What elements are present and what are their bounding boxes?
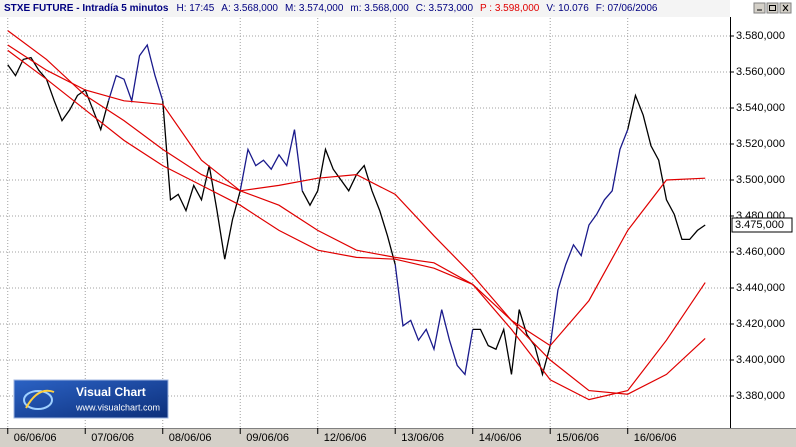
minimize-button[interactable] [753, 2, 766, 14]
price-line [7, 30, 706, 401]
x-tick-label: 16/06/06 [634, 432, 677, 444]
price-line [472, 309, 551, 377]
window-buttons [753, 2, 792, 14]
maximize-button[interactable] [766, 2, 779, 14]
x-tick-label: 12/06/06 [324, 432, 367, 444]
logo-icon [23, 390, 53, 410]
y-tick-label: 3.460,000 [736, 246, 785, 258]
y-tick-label: 3.420,000 [736, 318, 785, 330]
logo-name: Visual Chart [76, 385, 146, 399]
header-field: M: 3.574,000 [285, 3, 344, 14]
x-tick-label: 14/06/06 [479, 432, 522, 444]
price-line [394, 264, 474, 376]
y-tick-label: 3.560,000 [736, 66, 785, 78]
price-line [301, 147, 396, 265]
y-tick-label: 3.540,000 [736, 102, 785, 114]
y-tick-label: 3.380,000 [736, 390, 785, 402]
price-line [7, 56, 110, 132]
price-line [239, 129, 303, 191]
price-line [7, 44, 706, 347]
price-line [107, 43, 164, 104]
header-field: V: 10.076 [546, 3, 589, 14]
y-tick-label: 3.500,000 [736, 174, 785, 186]
y-tick-label: 3.440,000 [736, 282, 785, 294]
x-tick-label: 06/06/06 [14, 432, 57, 444]
x-tick-label: 09/06/06 [246, 432, 289, 444]
header-field: H: 17:45 [176, 3, 214, 14]
price-line [627, 93, 706, 241]
x-tick-label: 07/06/06 [91, 432, 134, 444]
logo-url: www.visualchart.com [75, 402, 160, 412]
close-icon [782, 4, 789, 12]
maximize-icon [769, 5, 776, 11]
y-tick-label: 3.520,000 [736, 138, 785, 150]
price-line [7, 49, 706, 395]
plot-background [0, 0, 796, 428]
x-tick-label: 15/06/06 [556, 432, 599, 444]
x-tick-label: 13/06/06 [401, 432, 444, 444]
header-bar [0, 0, 730, 17]
last-price-label: 3.475,000 [735, 219, 784, 231]
header-field: m: 3.568,000 [350, 3, 409, 14]
logo-swoosh [25, 389, 55, 409]
header-field: F: 07/06/2006 [596, 3, 658, 14]
header-field: P : 3.598,000 [480, 3, 540, 14]
price-line [162, 100, 241, 260]
y-tick-label: 3.400,000 [736, 354, 785, 366]
x-tick-label: 08/06/06 [169, 432, 212, 444]
header-field: A: 3.568,000 [221, 3, 278, 14]
logo-box [13, 379, 169, 419]
y-tick-label: 3.580,000 [736, 30, 785, 42]
chart-title: STXE FUTURE - Intradía 5 minutos [4, 3, 169, 14]
last-price-box [731, 217, 793, 233]
logo: Visual Chart www.visualchart.com [13, 379, 169, 419]
header-field: C: 3.573,000 [416, 3, 474, 14]
price-line [549, 129, 629, 346]
